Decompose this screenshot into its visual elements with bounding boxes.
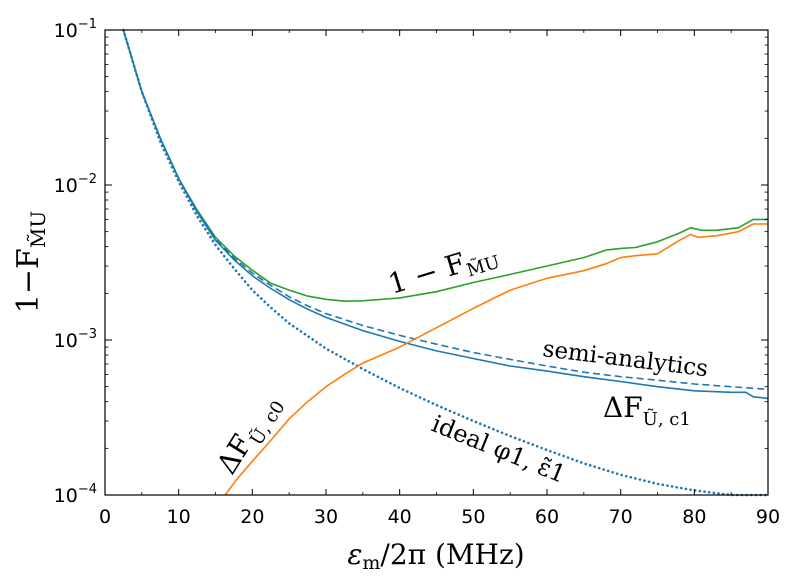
x-tick-label: 20 [240,506,264,528]
x-tick-label: 90 [756,506,780,528]
annotation-ideal: ideal φ1, ε̃1 [428,410,570,489]
x-tick-label: 70 [609,506,633,528]
y-tick-label: 10−3 [54,327,97,352]
series-line-ideal [122,28,770,497]
x-axis-label: εm/2π (MHz) [347,538,524,574]
x-tick-label: 30 [314,506,338,528]
tick-layer: 0 10 20 30 40 50 60 70 80 90 10−4 10−3 10−2 10−1 [54,17,780,528]
series-line-delta_c1 [122,29,769,400]
annotation-delta-c0: ΔFŨ, c0 [210,388,290,483]
x-tick-label: 80 [682,506,706,528]
series-layer [122,28,770,497]
annotation-semi-analytics: semi-analytics [541,336,709,382]
series-line-semi [122,29,769,391]
series-line-total [122,29,768,303]
series-line-delta_c0 [224,223,768,496]
x-tick-label: 10 [167,506,191,528]
x-tick-label: 60 [535,506,559,528]
annotation-delta-c1: ΔFŨ, c1 [603,391,691,430]
y-tick-label: 10−2 [54,172,97,197]
y-axis-label: 1−FM̃U [11,211,50,313]
x-tick-label: 0 [99,506,111,528]
x-tick-label: 40 [388,506,412,528]
annotation-total: 1 − FM̃U [384,236,502,304]
y-tick-label: 10−4 [54,482,97,507]
x-tick-label: 50 [461,506,485,528]
y-tick-label: 10−1 [54,17,97,42]
